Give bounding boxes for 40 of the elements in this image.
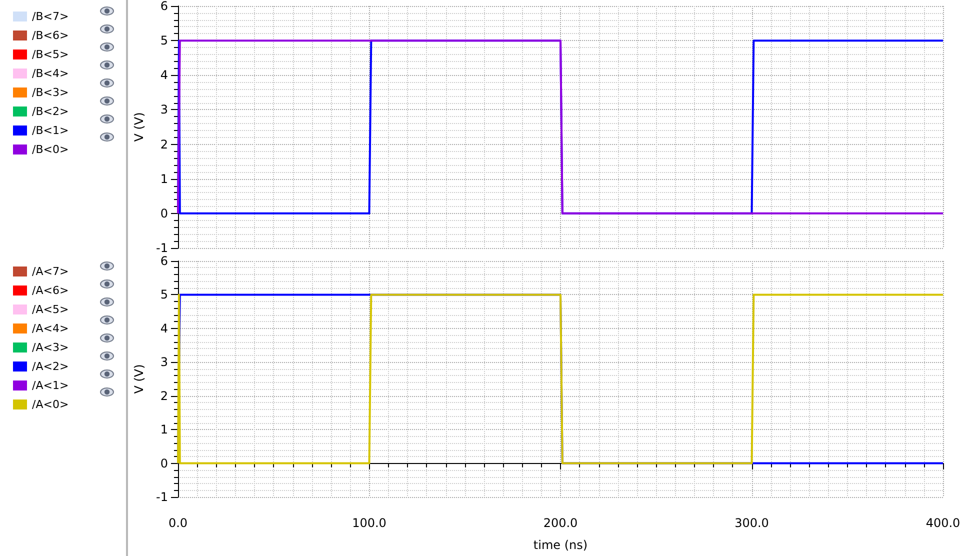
legend-label: /A<1> — [32, 379, 69, 392]
legend-label: /B<7> — [32, 10, 69, 23]
x-tick-label: 200.0 — [543, 516, 578, 530]
legend-label: /A<4> — [32, 322, 69, 335]
legend-label: /A<7> — [32, 265, 69, 278]
y-tick-label: 4 — [160, 321, 168, 336]
legend-label: /A<3> — [32, 341, 69, 354]
y-tick-label: -1 — [156, 241, 168, 255]
y-tick-label: 0 — [160, 206, 168, 220]
y-axis-title: V (V) — [132, 364, 146, 394]
y-tick-label: 6 — [160, 0, 168, 13]
y-tick-label: -1 — [156, 490, 168, 504]
legend-label: /B<2> — [32, 105, 69, 118]
legend-label: /A<5> — [32, 303, 69, 316]
legend-label: /B<5> — [32, 48, 69, 61]
y-axis-title: V (V) — [132, 112, 146, 142]
x-tick-label: 100.0 — [352, 516, 386, 530]
y-tick-label: 0 — [160, 456, 168, 470]
legend-label: /B<4> — [32, 67, 69, 80]
y-tick-label: 3 — [160, 355, 168, 370]
y-tick-label: 4 — [160, 68, 168, 82]
y-tick-label: 5 — [160, 288, 168, 302]
legend-label: /A<2> — [32, 360, 69, 373]
x-tick-label: 0.0 — [168, 516, 188, 530]
y-tick-label: 5 — [160, 34, 168, 48]
y-tick-label: 2 — [160, 388, 168, 403]
legend-label: /B<0> — [32, 143, 69, 156]
y-tick-label: 2 — [160, 137, 168, 152]
legend-label: /B<3> — [32, 86, 69, 99]
legend-label: /B<6> — [32, 29, 69, 42]
y-tick-label: 6 — [160, 254, 168, 268]
legend-label: /A<0> — [32, 398, 69, 411]
y-tick-label: 3 — [160, 102, 168, 117]
x-tick-label: 300.0 — [734, 516, 769, 530]
y-tick-label: 1 — [160, 172, 168, 186]
y-tick-label: 1 — [160, 422, 168, 437]
x-axis-title: time (ns) — [533, 538, 588, 552]
legend-label: /A<6> — [32, 284, 69, 297]
x-tick-label: 400.0 — [926, 516, 960, 530]
legend-label: /B<1> — [32, 124, 69, 137]
